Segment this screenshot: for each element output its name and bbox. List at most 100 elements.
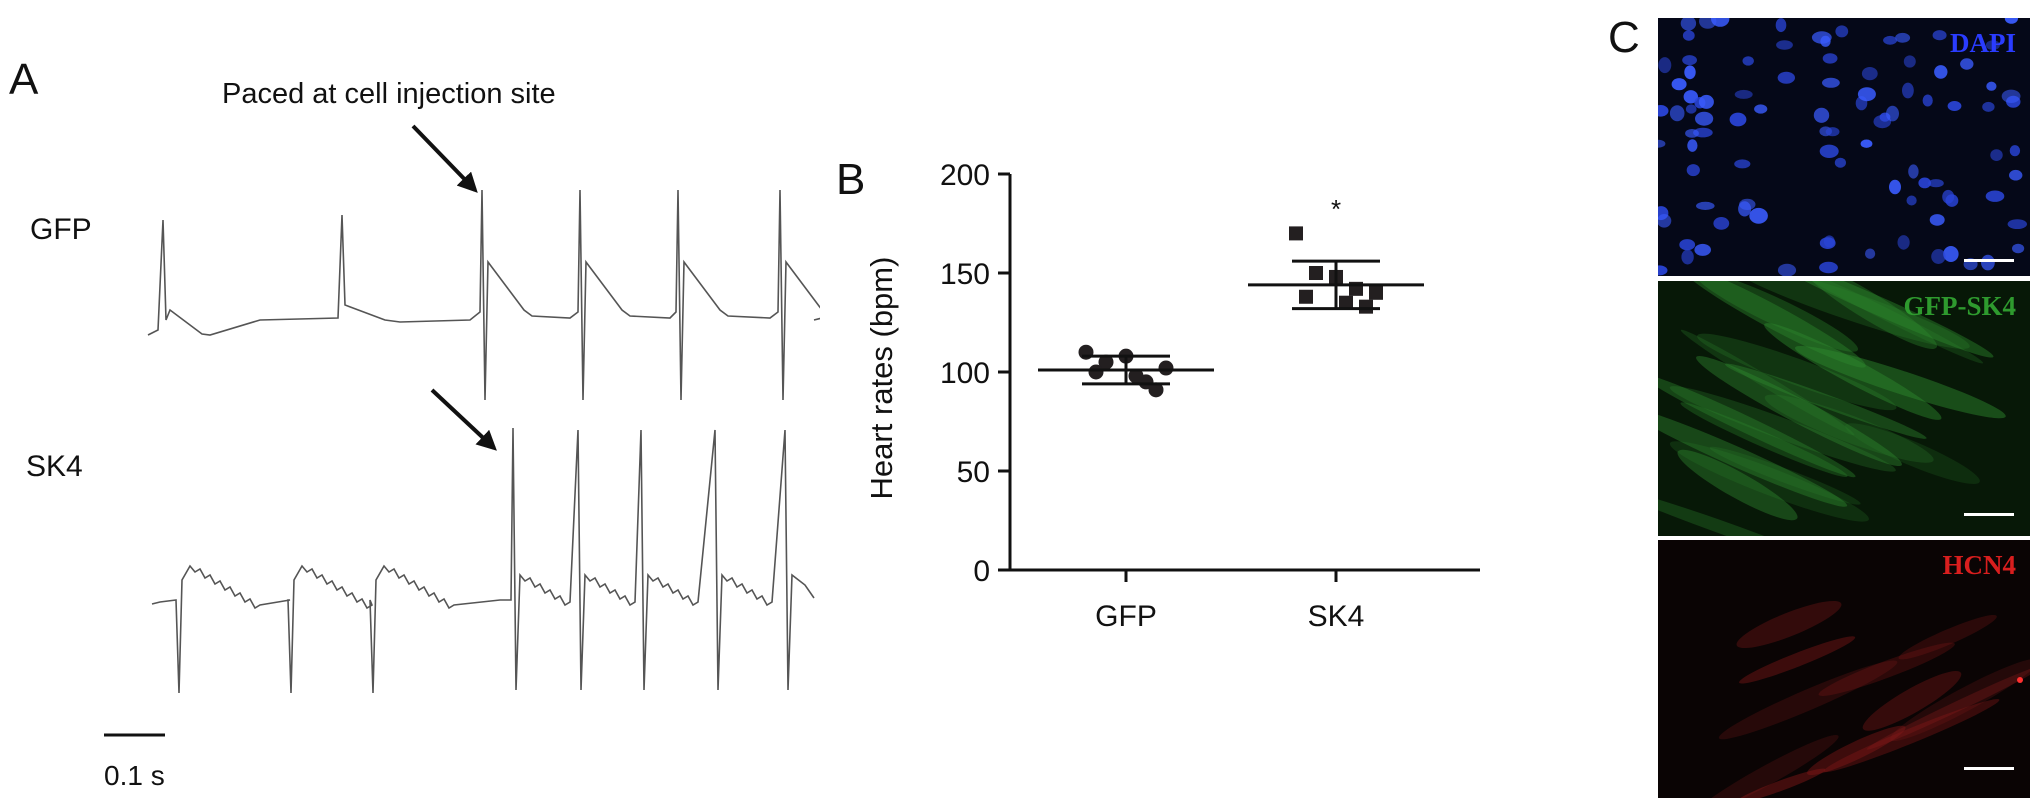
nucleus bbox=[1895, 32, 1911, 43]
nucleus bbox=[1981, 254, 1995, 271]
nucleus bbox=[1775, 18, 1787, 33]
fiber bbox=[1680, 402, 1848, 477]
nucleus bbox=[1683, 90, 1698, 104]
fiber bbox=[1818, 642, 1955, 696]
pacing-arrow-1 bbox=[411, 124, 478, 193]
nucleus bbox=[1682, 55, 1697, 66]
fiber bbox=[1724, 363, 1927, 439]
nucleus bbox=[1698, 94, 1714, 109]
time-scale-label: 0.1 s bbox=[104, 760, 165, 791]
nucleus bbox=[1985, 40, 2000, 50]
fiber bbox=[1658, 373, 1856, 478]
panel-a-letter: A bbox=[9, 55, 39, 104]
nucleus bbox=[1819, 261, 1838, 274]
nucleus bbox=[1687, 139, 1698, 152]
nucleus bbox=[1658, 265, 1668, 276]
nucleus bbox=[1906, 195, 1917, 206]
dapi-label: DAPI bbox=[1950, 28, 2016, 58]
x-tick-label: SK4 bbox=[1308, 600, 1365, 633]
nucleus bbox=[1860, 139, 1873, 148]
data-point bbox=[1098, 354, 1114, 370]
fiber bbox=[1807, 725, 1906, 776]
nucleus bbox=[1822, 53, 1838, 64]
gfp-sk4-image: GFP-SK4 bbox=[1658, 281, 2030, 536]
nucleus bbox=[1908, 164, 1919, 179]
data-point bbox=[1339, 295, 1353, 310]
nucleus bbox=[1680, 18, 1697, 31]
nucleus bbox=[1982, 101, 1995, 112]
fiber bbox=[1795, 345, 2006, 419]
fiber bbox=[1697, 333, 1897, 411]
nucleus bbox=[1865, 248, 1876, 259]
nucleus bbox=[1897, 235, 1910, 250]
data-point bbox=[1088, 364, 1104, 380]
nucleus bbox=[2001, 89, 2021, 104]
significance-asterisk: * bbox=[1331, 194, 1341, 224]
nucleus bbox=[1942, 189, 1955, 204]
fiber bbox=[1680, 329, 1855, 436]
fiber bbox=[1823, 699, 2000, 773]
nucleus bbox=[1947, 101, 1962, 111]
fiber bbox=[1792, 281, 1984, 364]
nucleus bbox=[2004, 18, 2018, 24]
nucleus bbox=[1685, 129, 1699, 138]
fiber bbox=[1866, 665, 2030, 750]
nucleus bbox=[1823, 235, 1835, 248]
nucleus bbox=[1918, 177, 1931, 189]
nucleus bbox=[1682, 30, 1695, 41]
fiber bbox=[1718, 660, 1898, 740]
fiber bbox=[1658, 407, 1848, 507]
data-point bbox=[1158, 360, 1174, 376]
heart-rate-chart: 0 50 100 150 200 GFP SK4 Heart rates (bpm) * bbox=[864, 159, 1480, 633]
fiber bbox=[1898, 614, 1997, 660]
nucleus bbox=[2012, 243, 2025, 254]
nucleus bbox=[1776, 40, 1793, 50]
fiber bbox=[1764, 323, 1942, 420]
gfp-sk4-scale-bar bbox=[1964, 513, 2014, 516]
nucleus bbox=[1928, 179, 1944, 188]
nucleus bbox=[1903, 55, 1916, 68]
dapi-image: DAPI bbox=[1658, 18, 2030, 276]
nucleus bbox=[1684, 65, 1696, 80]
trace-label-sk4: SK4 bbox=[26, 450, 83, 483]
nucleus bbox=[1658, 139, 1666, 148]
nucleus bbox=[1934, 65, 1948, 79]
fiber bbox=[1680, 281, 1866, 368]
fiber bbox=[1726, 281, 1970, 349]
nucleus bbox=[1886, 105, 1899, 122]
nucleus bbox=[1835, 25, 1849, 38]
nucleus bbox=[1990, 149, 2003, 162]
fiber bbox=[1669, 386, 1896, 472]
fiber bbox=[1709, 446, 1861, 505]
nucleus bbox=[1734, 159, 1751, 169]
dapi-scale-bar bbox=[1964, 259, 2014, 262]
nucleus bbox=[1739, 198, 1756, 210]
data-point bbox=[1148, 382, 1164, 398]
fiber bbox=[1677, 449, 1798, 521]
nucleus bbox=[1931, 249, 1946, 264]
nucleus bbox=[1819, 144, 1839, 158]
data-point bbox=[1369, 285, 1383, 300]
trace-label-gfp: GFP bbox=[30, 213, 92, 246]
nucleus bbox=[1932, 30, 1947, 41]
fiber bbox=[1658, 489, 1838, 536]
fiber bbox=[1739, 636, 1856, 684]
fiber bbox=[1736, 600, 1842, 649]
fiber bbox=[1693, 735, 1839, 798]
nucleus bbox=[1658, 105, 1669, 117]
nucleus bbox=[2009, 169, 2023, 181]
fiber bbox=[1890, 658, 2030, 741]
nucleus bbox=[1889, 179, 1901, 195]
nucleus bbox=[1671, 78, 1687, 91]
nucleus bbox=[1777, 71, 1795, 84]
nucleus bbox=[1679, 239, 1696, 251]
fiber bbox=[1765, 281, 1994, 358]
nucleus bbox=[1834, 157, 1846, 168]
nucleus bbox=[1669, 105, 1685, 122]
sk4-trace bbox=[151, 427, 815, 694]
fiber bbox=[1694, 281, 1859, 352]
nucleus bbox=[1943, 246, 1959, 262]
fiber bbox=[1801, 281, 1937, 349]
nucleus bbox=[1749, 207, 1768, 224]
fiber bbox=[1862, 671, 1962, 731]
